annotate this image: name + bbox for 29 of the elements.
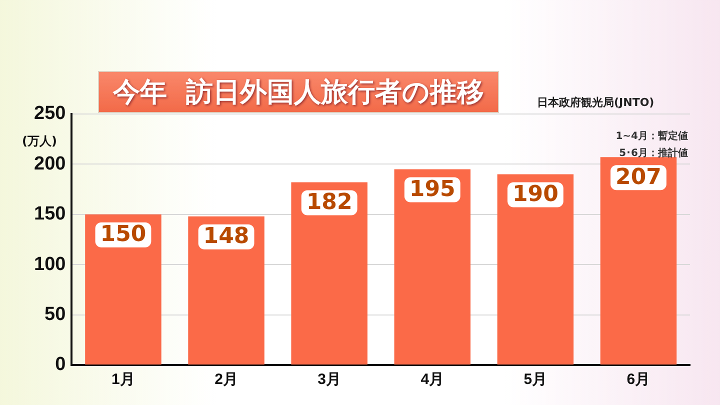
bar [291,182,368,364]
x-tick-label: 4月 [420,371,444,388]
y-axis-title: (万人) [22,133,57,150]
x-tick-label: 2月 [214,371,238,388]
data-label: 207 [616,164,662,190]
data-label: 190 [512,182,558,207]
y-tick-label: 0 [55,354,66,376]
x-tick-label: 1月 [112,371,135,388]
y-tick-label: 200 [34,153,66,174]
bar [394,169,471,364]
annotation: 5･6月：推計値 [619,146,688,160]
y-tick-label: 50 [44,304,66,326]
y-tick-label: 150 [34,204,66,225]
data-label: 148 [203,224,250,250]
text: 日本政府観光局(JNTO) [537,95,654,110]
x-tick-label: 3月 [318,371,341,388]
bar [188,216,264,364]
bar [600,157,677,364]
x-tick-label: 5月 [524,371,548,388]
y-tick-label: 250 [34,103,66,124]
data-label: 195 [409,176,456,202]
y-tick-label: 100 [34,254,66,275]
bar [497,174,574,364]
data-label: 150 [100,222,146,248]
data-label: 182 [306,190,352,215]
annotation: 1~4月：暫定値 [616,129,688,143]
bar [85,214,162,364]
chart-title: 今年 訪日外国人旅行者の推移 [98,71,499,113]
x-tick-label: 6月 [626,371,650,388]
